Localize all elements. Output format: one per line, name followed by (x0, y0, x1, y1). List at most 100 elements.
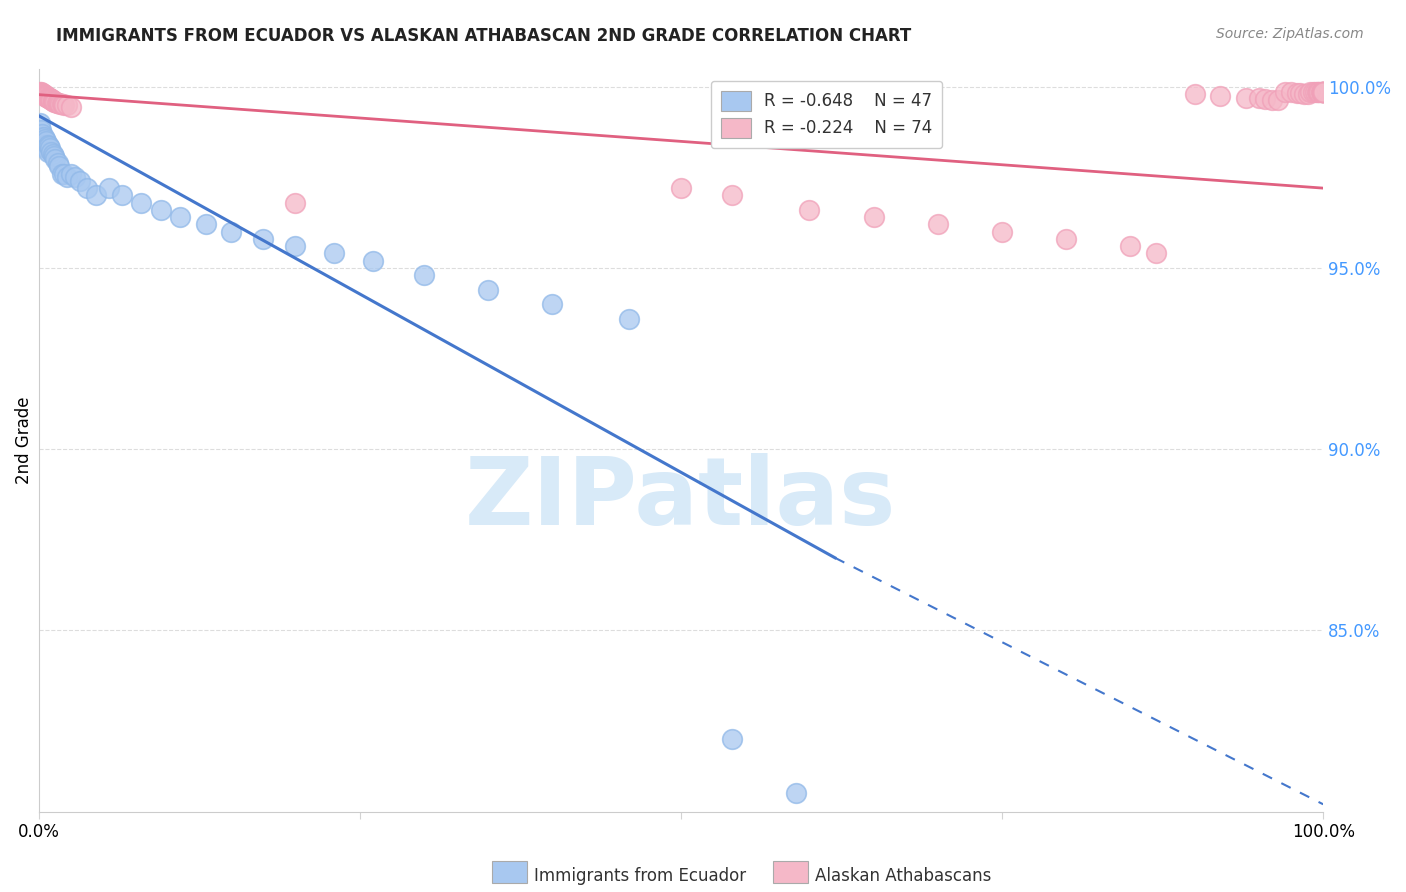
Point (38, 139, 60, 153)
Point (1296, 87, 1319, 101)
Point (1234, 90, 1257, 104)
Point (35, 88, 58, 103)
Point (34, 88, 56, 103)
Point (34, 137, 56, 152)
Point (49, 96, 72, 111)
Point (42, 148, 65, 162)
Point (39, 92, 62, 106)
Point (46, 155, 69, 169)
Legend: R = -0.648    N = 47, R = -0.224    N = 74: R = -0.648 N = 47, R = -0.224 N = 74 (710, 80, 942, 148)
Point (42, 94, 65, 108)
Point (86, 188, 108, 202)
Point (1302, 85, 1324, 99)
Text: ZIPatlas: ZIPatlas (465, 453, 897, 545)
Point (34, 132, 56, 146)
Point (30, 123, 52, 137)
Point (28, 85, 51, 99)
Point (1312, 85, 1334, 99)
Point (1310, 85, 1333, 99)
Point (52, 97, 75, 112)
Point (1309, 85, 1331, 99)
Point (45, 95, 67, 110)
Point (785, 786, 807, 800)
Point (1308, 85, 1330, 99)
Point (76, 181, 98, 195)
Point (1312, 85, 1334, 99)
Point (48, 160, 70, 174)
Point (1289, 86, 1312, 100)
Point (721, 732, 744, 747)
Point (619, 311, 641, 326)
Point (1286, 86, 1309, 100)
Point (149, 202, 172, 217)
Point (31, 87, 53, 101)
Point (1292, 87, 1315, 101)
Point (1119, 239, 1142, 253)
Text: Source: ZipAtlas.com: Source: ZipAtlas.com (1216, 27, 1364, 41)
Point (37, 137, 59, 152)
Point (1312, 85, 1334, 99)
Text: Immigrants from Ecuador: Immigrants from Ecuador (534, 867, 747, 885)
Point (41, 145, 63, 159)
Point (669, 181, 692, 195)
Point (862, 210, 884, 224)
Point (35, 141, 58, 155)
Point (46, 95, 69, 110)
Point (31, 134, 53, 148)
Point (413, 268, 436, 282)
Point (111, 188, 134, 202)
Point (477, 283, 499, 297)
Point (219, 225, 242, 239)
Point (1312, 85, 1334, 99)
Point (1054, 232, 1077, 246)
Point (1312, 85, 1334, 99)
Point (35, 134, 58, 148)
Point (31, 86, 53, 100)
Point (1144, 246, 1167, 260)
Point (41, 146, 63, 161)
Point (32, 130, 55, 145)
Point (1312, 85, 1334, 99)
Point (42, 95, 65, 109)
Point (1310, 85, 1333, 99)
Point (30, 86, 52, 100)
Point (1279, 86, 1302, 100)
Point (44, 152, 66, 166)
Point (37, 90, 59, 104)
Point (1274, 85, 1296, 99)
Point (28, 116, 51, 130)
Point (51, 97, 73, 112)
Point (361, 253, 384, 268)
Point (53, 167, 76, 181)
Point (30, 130, 52, 145)
Point (1209, 88, 1232, 103)
Point (1312, 85, 1334, 99)
Point (1312, 85, 1334, 99)
Point (39, 91, 62, 105)
Point (541, 297, 564, 311)
Point (32, 136, 55, 150)
Point (59, 99, 82, 113)
Point (56, 170, 79, 185)
Point (59, 167, 82, 181)
Point (37, 145, 59, 159)
Point (38, 90, 60, 104)
Point (98, 181, 121, 195)
Point (1254, 92, 1277, 106)
Point (63, 170, 86, 185)
Point (1267, 94, 1289, 108)
Point (32, 87, 55, 101)
Point (37, 90, 59, 104)
Point (927, 218, 949, 232)
Point (1310, 85, 1333, 99)
Point (799, 202, 821, 217)
Point (31, 127, 53, 141)
Point (41, 94, 63, 108)
Point (131, 195, 153, 210)
Point (1305, 85, 1327, 99)
Point (31, 137, 53, 152)
Point (32, 87, 55, 102)
Point (35, 90, 58, 104)
Point (41, 93, 63, 107)
Point (41, 92, 63, 106)
